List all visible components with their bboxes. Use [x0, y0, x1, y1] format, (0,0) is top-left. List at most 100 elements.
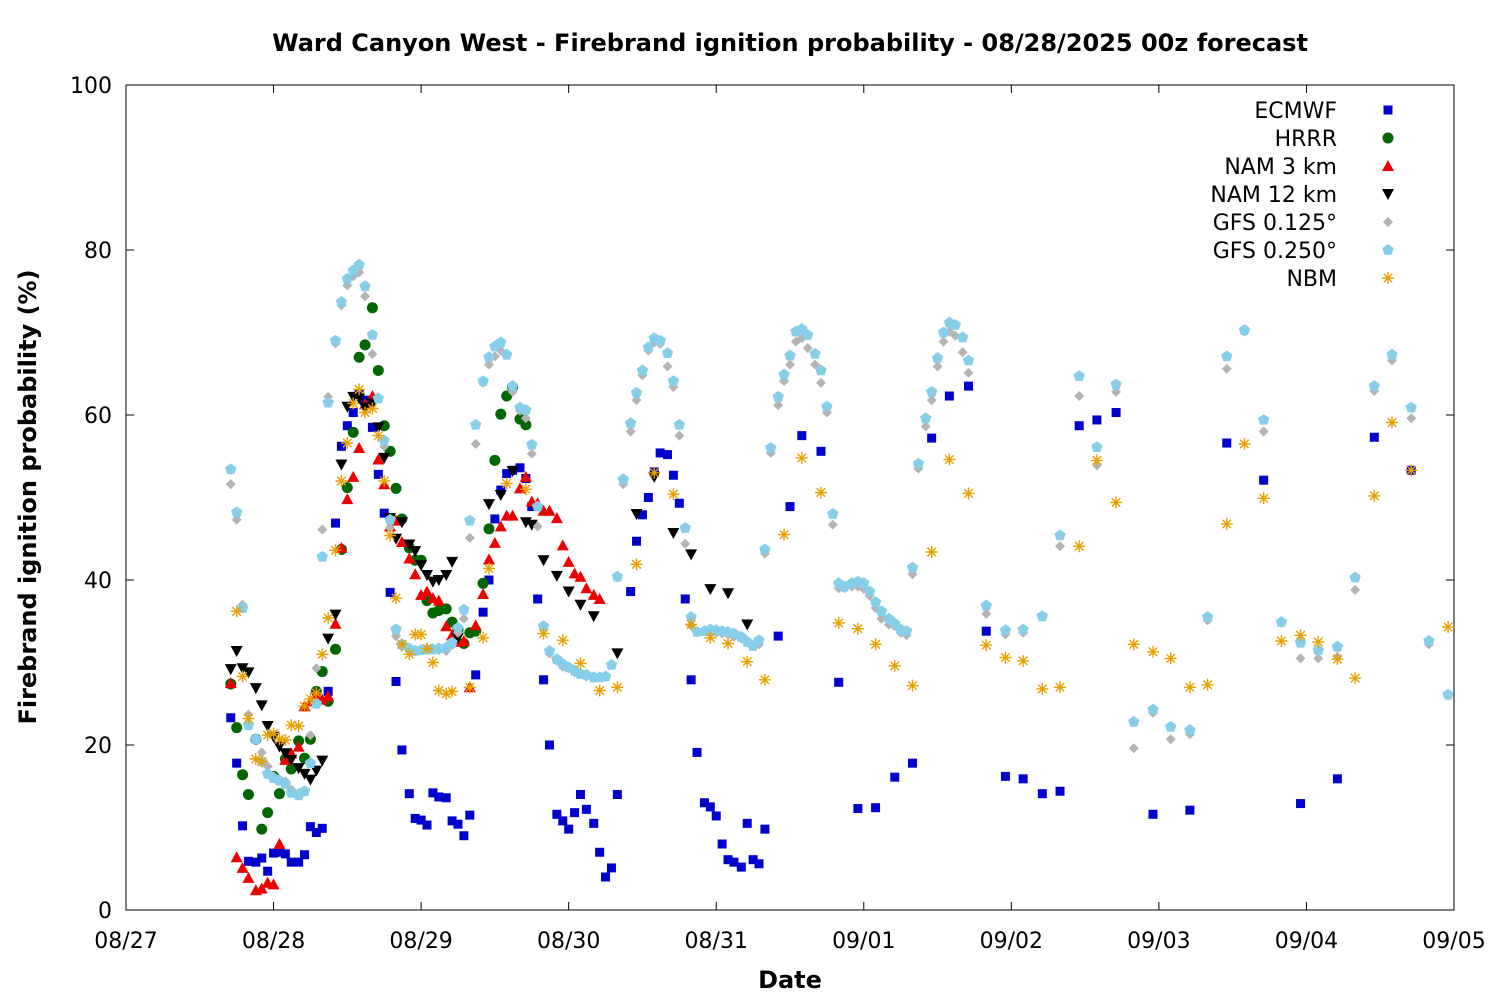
data-point: [729, 857, 739, 867]
data-point: [642, 341, 655, 353]
data-point: [317, 823, 327, 833]
data-point: [243, 856, 253, 866]
data-point: [409, 546, 422, 558]
data-point: [1074, 391, 1085, 402]
data-point: [482, 553, 495, 565]
data-point: [612, 790, 622, 799]
data-point: [741, 655, 754, 668]
data-point: [421, 642, 433, 655]
data-point: [1000, 771, 1010, 781]
data-point: [395, 536, 408, 548]
data-point: [331, 518, 341, 528]
data-point: [754, 859, 764, 869]
data-point: [637, 510, 647, 520]
data-point: [587, 588, 600, 600]
data-point: [981, 608, 992, 619]
data-point: [686, 675, 696, 685]
data-point: [680, 538, 691, 549]
data-point: [630, 386, 643, 398]
legend-label: NAM 12 km: [1210, 183, 1337, 208]
data-point: [957, 347, 968, 358]
data-point: [347, 426, 359, 438]
data-point: [242, 667, 255, 679]
data-point: [316, 755, 329, 767]
data-point: [827, 508, 839, 519]
data-point: [773, 631, 783, 641]
data-point: [257, 853, 267, 863]
data-point: [532, 500, 544, 512]
data-point: [520, 404, 532, 415]
data-point: [232, 758, 242, 768]
data-point: [711, 811, 721, 821]
y-axis-label: Firebrand ignition probability (%): [14, 269, 42, 724]
data-point: [255, 882, 268, 894]
data-point: [292, 720, 305, 732]
data-point: [605, 659, 618, 670]
data-point: [353, 442, 366, 453]
data-point: [341, 272, 353, 284]
data-point: [242, 712, 255, 725]
x-tick-label: 09/05: [1422, 929, 1485, 954]
y-tick-label: 20: [84, 734, 112, 759]
data-point: [1313, 653, 1324, 664]
data-point: [335, 475, 348, 487]
data-point: [1386, 348, 1398, 360]
data-point: [581, 804, 591, 814]
data-point: [269, 848, 279, 858]
data-point: [367, 348, 378, 359]
data-point: [593, 592, 606, 604]
data-point: [506, 466, 519, 478]
data-point: [489, 454, 501, 466]
data-point: [515, 463, 525, 473]
data-point: [478, 607, 488, 617]
legend-marker: [1382, 189, 1394, 200]
data-point: [575, 790, 585, 799]
data-point: [256, 823, 268, 835]
data-point: [795, 451, 808, 464]
data-point: [543, 645, 556, 656]
data-point: [562, 586, 575, 598]
data-point: [347, 397, 360, 410]
data-point: [506, 380, 519, 391]
data-point: [648, 466, 661, 479]
data-point: [742, 818, 752, 828]
data-point: [500, 477, 513, 490]
data-point: [502, 469, 512, 479]
data-point: [1201, 611, 1214, 622]
data-point: [261, 729, 274, 742]
data-point: [495, 408, 507, 420]
data-point: [440, 603, 452, 615]
data-point: [335, 296, 348, 307]
chart-title: Ward Canyon West - Firebrand ignition pr…: [272, 29, 1308, 57]
data-point: [426, 656, 439, 669]
data-point: [464, 514, 476, 526]
data-point: [403, 552, 416, 564]
data-point: [1331, 653, 1344, 666]
data-point: [526, 448, 537, 459]
data-point: [533, 594, 543, 604]
data-point: [617, 473, 629, 485]
data-point: [224, 664, 237, 676]
data-point: [1349, 571, 1361, 583]
data-point: [322, 633, 335, 645]
data-point: [1369, 432, 1379, 442]
data-point: [1111, 386, 1122, 397]
data-point: [273, 788, 285, 800]
x-tick-label: 08/30: [537, 929, 600, 954]
data-point: [632, 536, 642, 546]
legend-marker: [1382, 272, 1394, 284]
data-point: [888, 659, 901, 672]
x-tick-label: 09/03: [1127, 929, 1190, 954]
data-point: [999, 624, 1012, 636]
data-point: [322, 396, 334, 408]
data-point: [329, 334, 342, 346]
data-point: [556, 539, 569, 551]
data-point: [1017, 623, 1029, 635]
data-point: [717, 839, 727, 849]
data-point: [949, 319, 961, 330]
data-point: [964, 381, 974, 391]
data-point: [906, 561, 919, 573]
data-point: [310, 697, 323, 709]
data-point: [304, 692, 317, 705]
